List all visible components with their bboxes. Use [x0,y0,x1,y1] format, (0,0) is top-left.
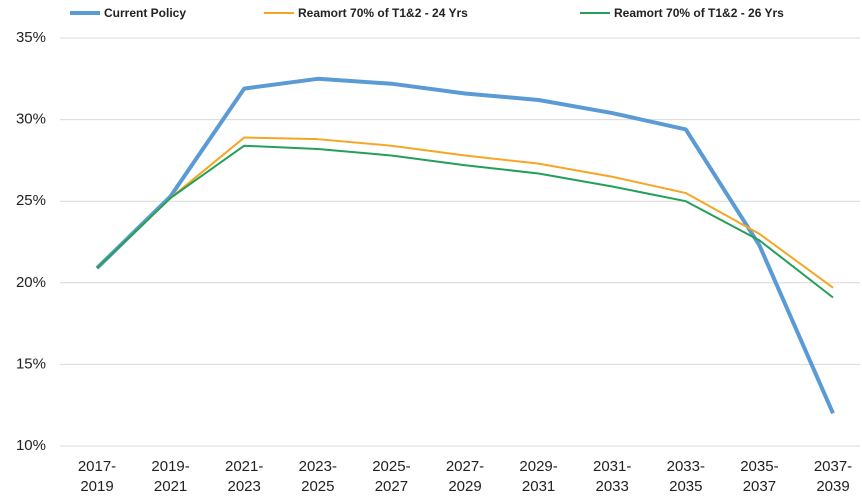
y-tick-label: 20% [16,274,46,291]
series-line [96,144,834,299]
legend: Current Policy Reamort 70% of T1&2 - 24 Y… [70,6,784,20]
x-tick-label: 2029-2031 [519,458,557,495]
x-tick-label: 2031-2033 [593,458,631,495]
y-tick-label: 35% [16,29,46,46]
series-line [96,136,834,289]
series-line [95,76,835,415]
x-tick-label: 2023-2025 [299,458,337,495]
x-tick-label: 2017-2019 [78,458,116,495]
legend-label: Reamort 70% of T1&2 - 26 Yrs [614,6,784,20]
x-tick-label: 2021-2023 [225,458,263,495]
legend-label: Current Policy [104,6,186,20]
x-tick-label: 2025-2027 [372,458,410,495]
y-tick-label: 30% [16,111,46,128]
y-tick-label: 25% [16,192,46,209]
x-tick-label: 2033-2035 [667,458,705,495]
x-tick-label: 2035-2037 [740,458,778,495]
y-tick-label: 15% [16,355,46,372]
x-tick-label: 2037-2039 [814,458,852,495]
legend-label: Reamort 70% of T1&2 - 24 Yrs [298,6,468,20]
x-tick-label: 2027-2029 [446,458,484,495]
x-tick-label: 2019-2021 [151,458,189,495]
y-tick-label: 10% [16,437,46,454]
